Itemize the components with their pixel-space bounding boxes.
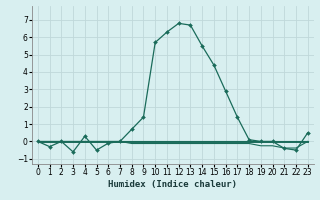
- X-axis label: Humidex (Indice chaleur): Humidex (Indice chaleur): [108, 180, 237, 189]
